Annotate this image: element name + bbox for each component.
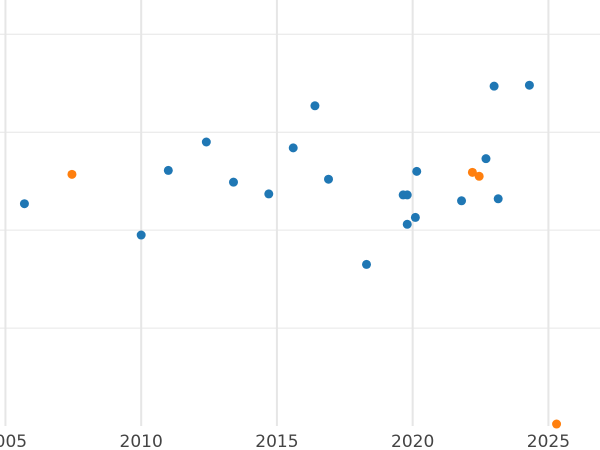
series-0-point-7 [310, 101, 320, 111]
grid [0, 0, 600, 426]
series-0-point-8 [324, 174, 334, 184]
series-0-point-6 [288, 143, 298, 153]
series-0-point-1 [136, 230, 146, 240]
x-axis-tick-labels: 2005 2010 2015 2020 2025 [0, 432, 570, 450]
x-tick-label-4: 2025 [527, 432, 570, 450]
series-0-point-15 [457, 196, 467, 206]
series-0-point-3 [201, 137, 211, 147]
series-0-point-5 [264, 189, 274, 199]
series-1-point-2 [474, 171, 484, 181]
series-1-point-3 [552, 419, 562, 429]
series-0-point-2 [163, 165, 173, 175]
series-0-point-18 [493, 194, 503, 204]
series-0-point-19 [524, 80, 534, 90]
data-points [19, 80, 562, 429]
series-0-point-9 [362, 259, 372, 269]
x-tick-label-2: 2015 [255, 432, 298, 450]
series-0-point-11 [402, 190, 412, 200]
series-0-point-12 [402, 219, 412, 229]
x-tick-label-3: 2020 [391, 432, 434, 450]
series-0-point-4 [228, 177, 238, 187]
series-0-point-0 [19, 199, 29, 209]
series-1-point-0 [67, 169, 77, 179]
series-0-point-16 [481, 154, 491, 164]
x-tick-label-1: 2010 [120, 432, 163, 450]
series-1-point-1 [467, 167, 477, 177]
x-tick-label-0: 2005 [0, 432, 27, 450]
series-0-point-17 [489, 81, 499, 91]
series-0-point-13 [410, 212, 420, 222]
series-0-point-14 [412, 166, 422, 176]
